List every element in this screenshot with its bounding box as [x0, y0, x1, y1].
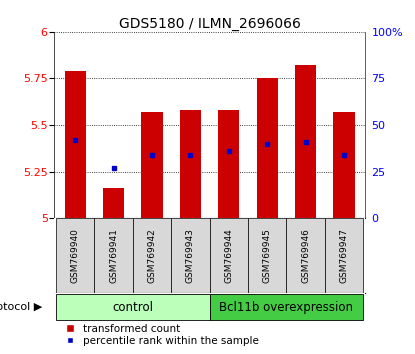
Text: GSM769943: GSM769943: [186, 228, 195, 283]
Bar: [56, 218, 94, 293]
Bar: [286, 218, 325, 293]
Bar: [256, 79, 278, 218]
Bar: [64, 71, 85, 218]
Bar: [133, 218, 171, 293]
Text: protocol ▶: protocol ▶: [0, 302, 42, 312]
Bar: [142, 112, 163, 218]
Text: GSM769940: GSM769940: [71, 228, 80, 283]
Text: GSM769942: GSM769942: [147, 228, 156, 283]
Legend: transformed count, percentile rank within the sample: transformed count, percentile rank withi…: [59, 324, 259, 346]
Bar: [180, 110, 201, 218]
Text: GSM769941: GSM769941: [109, 228, 118, 283]
Bar: [334, 112, 355, 218]
Bar: [94, 218, 133, 293]
Bar: [210, 294, 363, 320]
Text: GSM769946: GSM769946: [301, 228, 310, 283]
Bar: [295, 65, 316, 218]
Bar: [325, 218, 363, 293]
Text: GSM769947: GSM769947: [339, 228, 349, 283]
Text: GSM769944: GSM769944: [224, 228, 233, 283]
Bar: [56, 294, 210, 320]
Text: GSM769945: GSM769945: [263, 228, 272, 283]
Bar: [103, 188, 124, 218]
Bar: [171, 218, 210, 293]
Bar: [210, 218, 248, 293]
Text: Bcl11b overexpression: Bcl11b overexpression: [220, 301, 354, 314]
Bar: [218, 110, 239, 218]
Text: control: control: [112, 301, 153, 314]
Title: GDS5180 / ILMN_2696066: GDS5180 / ILMN_2696066: [119, 17, 300, 31]
Bar: [248, 218, 286, 293]
